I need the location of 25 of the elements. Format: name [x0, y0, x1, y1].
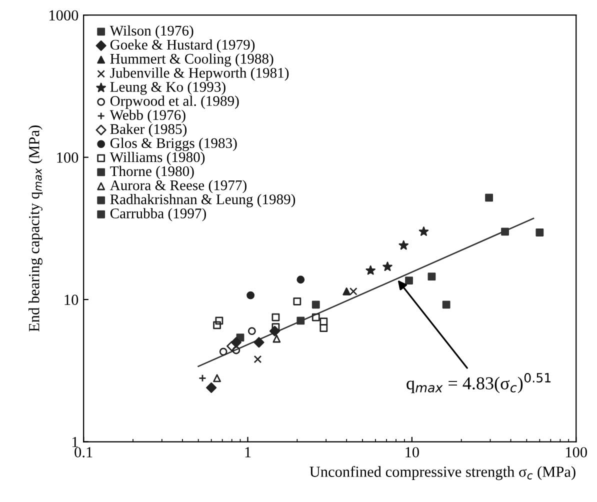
- y-tick-label: 1: [72, 436, 78, 448]
- y-axis-title: End bearing capacity q$_{max}$ (MPa): [28, 126, 42, 332]
- legend-label: Hummert & Cooling (1988): [110, 53, 274, 67]
- legend-label: Glos & Briggs (1983): [110, 138, 237, 152]
- y-tick-label: 100: [57, 152, 78, 163]
- y-tick-label: 10: [64, 294, 78, 305]
- legend-label: Orpwood et al. (1989): [110, 96, 239, 109]
- y-tick-label: 1000: [50, 10, 78, 21]
- legend-label: Webb (1976): [110, 110, 186, 123]
- legend-label: Leung & Ko (1993): [110, 82, 226, 95]
- x-tick-label: 10: [406, 447, 419, 458]
- legend-label: Carrubba (1997): [110, 208, 206, 222]
- legend-label: Baker (1985): [110, 124, 187, 137]
- x-tick-label: 1: [245, 447, 251, 458]
- legend-label: Jubenville & Hepworth (1981): [110, 68, 289, 81]
- legend-label: Radhakrishnan & Leung (1989): [110, 194, 296, 208]
- legend-label: Aurora & Reese (1977): [110, 180, 246, 194]
- legend-label: Goeke & Hustard (1979): [110, 39, 255, 53]
- legend-label: Wilson (1976): [110, 25, 194, 39]
- legend-label: Thorne (1980): [110, 166, 194, 180]
- legend-label: Williams (1980): [110, 152, 205, 166]
- x-tick-label: 0.1: [74, 447, 92, 458]
- annotation: q$_{max}$ = 4.83(σ$_{c}$)$^{0.51}$: [406, 372, 551, 394]
- x-axis-title: Unconfined compressive strength σ$_{c}$ (MPa): [310, 466, 576, 480]
- x-tick-label: 100: [566, 447, 587, 458]
